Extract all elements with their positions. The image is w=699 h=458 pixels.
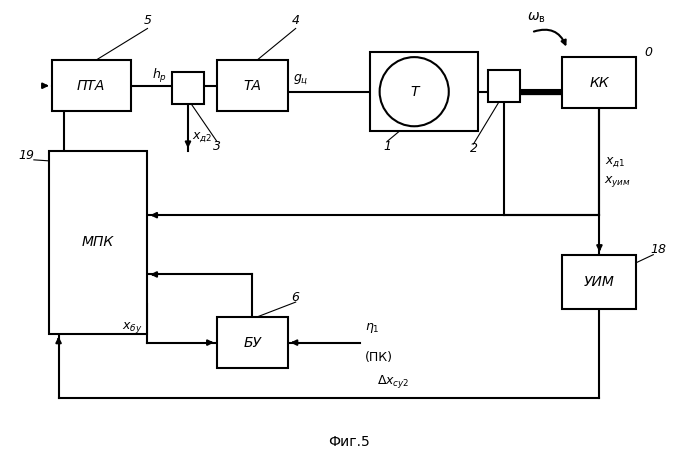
Bar bbox=[370, 52, 478, 131]
Bar bbox=[217, 60, 288, 111]
Bar bbox=[563, 57, 637, 109]
Text: $g_ц$: $g_ц$ bbox=[293, 73, 308, 87]
Text: Фиг.5: Фиг.5 bbox=[328, 436, 370, 449]
Text: $x_{уим}$: $x_{уим}$ bbox=[605, 174, 631, 189]
Text: КК: КК bbox=[589, 76, 610, 90]
Text: 2: 2 bbox=[470, 142, 477, 155]
Text: $x_{д1}$: $x_{д1}$ bbox=[605, 155, 626, 169]
Text: $\eta_1$: $\eta_1$ bbox=[365, 321, 380, 335]
Text: (ПК): (ПК) bbox=[365, 350, 393, 364]
Text: ТА: ТА bbox=[243, 79, 261, 93]
Circle shape bbox=[380, 57, 449, 126]
Text: 0: 0 bbox=[644, 46, 652, 59]
Text: 18: 18 bbox=[650, 243, 666, 256]
Text: ПТА: ПТА bbox=[77, 79, 106, 93]
Text: 4: 4 bbox=[291, 14, 300, 27]
Text: $\Delta x_{су2}$: $\Delta x_{су2}$ bbox=[377, 373, 410, 390]
Text: 3: 3 bbox=[212, 140, 221, 153]
Text: МПК: МПК bbox=[82, 235, 114, 249]
Text: 19: 19 bbox=[18, 149, 34, 163]
Bar bbox=[52, 60, 131, 111]
Bar bbox=[172, 72, 204, 104]
Text: БУ: БУ bbox=[243, 336, 261, 349]
Text: 6: 6 bbox=[291, 291, 300, 304]
Text: УИМ: УИМ bbox=[584, 275, 615, 289]
Text: $x_{бу}$: $x_{бу}$ bbox=[122, 320, 143, 335]
Bar bbox=[217, 317, 288, 368]
Text: $h_р$: $h_р$ bbox=[152, 67, 167, 85]
Text: $x_{д2}$: $x_{д2}$ bbox=[192, 130, 212, 144]
Bar bbox=[489, 70, 520, 102]
Text: $\omega_{\rm в}$: $\omega_{\rm в}$ bbox=[527, 11, 546, 26]
Text: 1: 1 bbox=[384, 140, 391, 153]
Bar bbox=[49, 151, 147, 334]
Text: 5: 5 bbox=[143, 14, 152, 27]
Bar bbox=[563, 255, 637, 309]
Text: Т: Т bbox=[410, 85, 419, 98]
